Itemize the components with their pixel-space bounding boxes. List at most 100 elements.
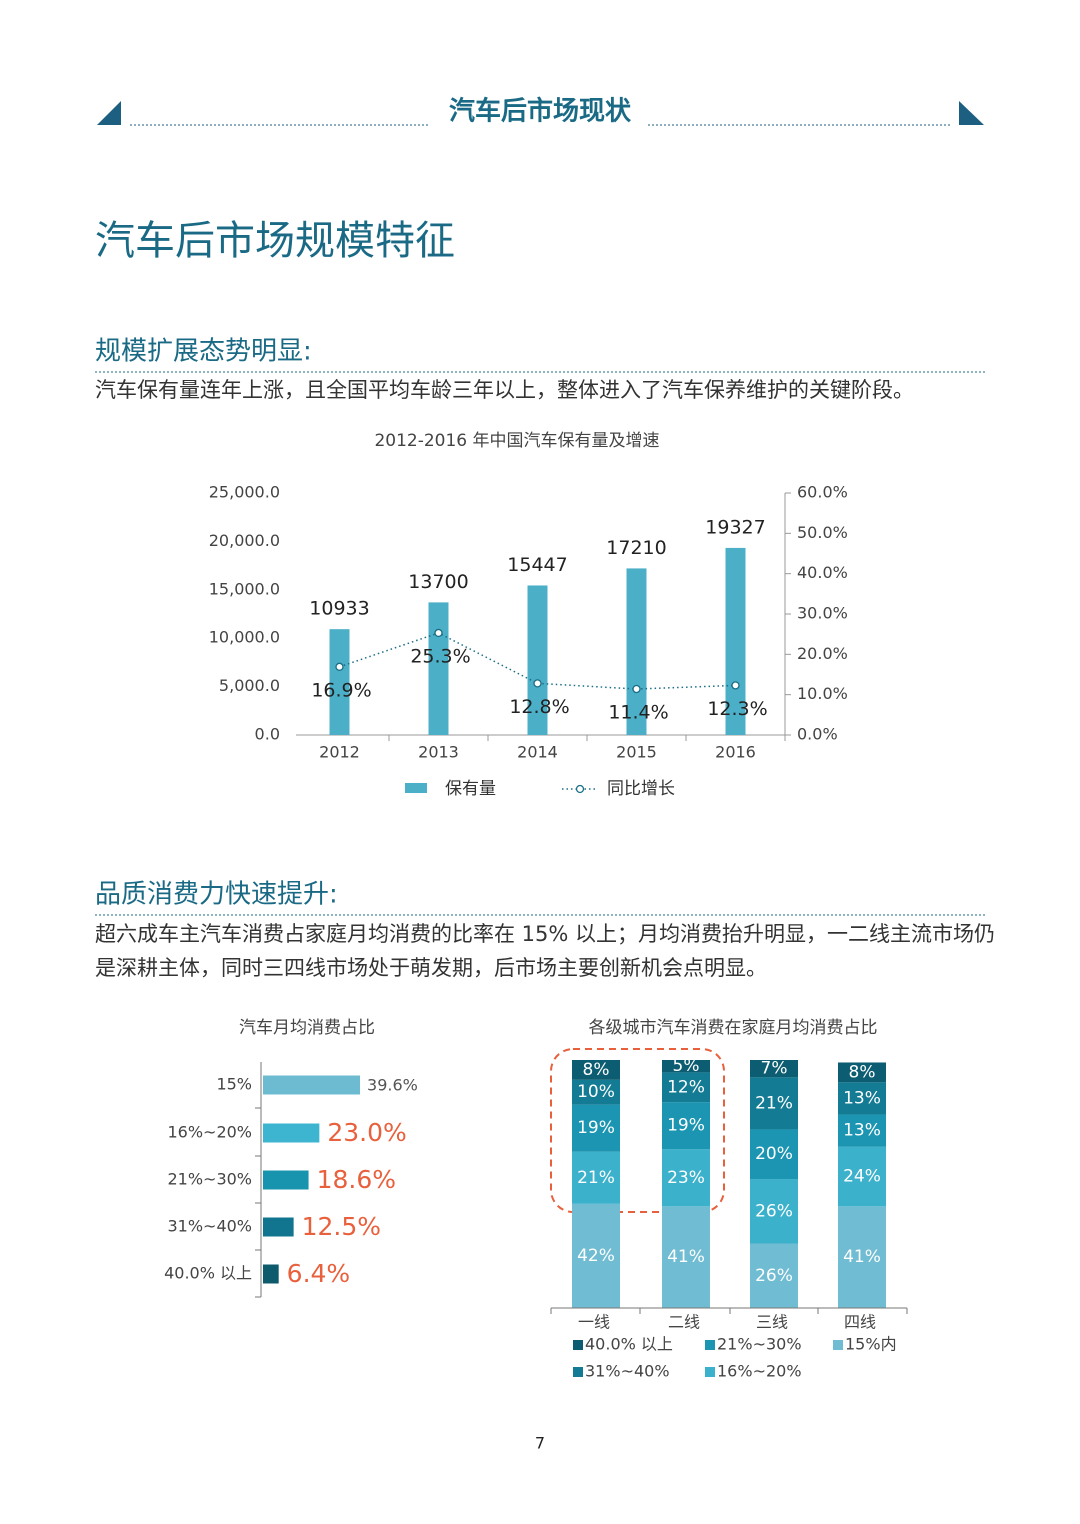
x-tick-label: 2015: [616, 743, 657, 762]
legend-swatch: [573, 1340, 583, 1350]
line-marker: [434, 628, 443, 638]
bar: [263, 1217, 294, 1237]
legend-label: 16%~20%: [717, 1362, 802, 1381]
category-label: 15%: [216, 1075, 252, 1094]
y2-tick-label: 0.0%: [797, 725, 838, 744]
highlight-box: [550, 1048, 725, 1213]
legend-label: 40.0% 以上: [585, 1335, 673, 1354]
bar: [263, 1264, 279, 1284]
y2-tick-label: 40.0%: [797, 563, 848, 582]
bar-segment: [838, 1206, 886, 1308]
page-number: 7: [535, 1434, 545, 1453]
bar: [725, 547, 746, 735]
x-tick-label: 四线: [844, 1313, 876, 1332]
line-marker: [632, 684, 641, 694]
y-tick-label: 5,000.0: [219, 676, 280, 695]
y2-tick-label: 30.0%: [797, 604, 848, 623]
x-tick-label: 三线: [756, 1313, 788, 1332]
bar: [263, 1075, 361, 1095]
chart-title: 2012-2016 年中国汽车保有量及增速: [374, 431, 659, 451]
y2-tick-label: 60.0%: [797, 483, 848, 502]
line-value-label: 12.3%: [707, 698, 767, 720]
page-title: 汽车后市场规模特征: [95, 218, 455, 264]
bar: [329, 629, 350, 735]
chart-title: 汽车月均消费占比: [239, 1018, 375, 1038]
paragraph: 超六成车主汽车消费占家庭月均消费的比率在 15% 以上；月均消费抬升明显，一二线…: [95, 922, 996, 980]
segment-label: 8%: [583, 1060, 610, 1080]
line: [339, 632, 736, 690]
legend-marker: [575, 784, 585, 794]
bar-value-label: 15447: [507, 554, 567, 576]
header-triangle: [959, 101, 984, 125]
section-heading: 品质消费力快速提升:: [95, 880, 338, 910]
segment-label: 24%: [843, 1167, 881, 1187]
bar: [428, 602, 449, 735]
legend-label: 同比增长: [607, 779, 675, 799]
bar-segment: [750, 1129, 798, 1180]
bar-segment: [750, 1179, 798, 1244]
bar-value-label: 17210: [606, 537, 666, 559]
bar-segment: [572, 1151, 620, 1204]
x-tick-label: 2013: [418, 743, 459, 762]
paragraph: 汽车保有量连年上涨，且全国平均车龄三年以上，整体进入了汽车保养维护的关键阶段。: [95, 378, 914, 402]
bar-segment: [662, 1072, 710, 1103]
legend-label: 保有量: [445, 779, 496, 799]
line-value-label: 11.4%: [608, 702, 668, 724]
category-label: 40.0% 以上: [164, 1264, 252, 1283]
legend-swatch: [573, 1367, 583, 1377]
bar: [527, 585, 548, 735]
bar-segment: [662, 1102, 710, 1150]
bar-segment: [572, 1104, 620, 1152]
bar-value-label: 13700: [408, 571, 468, 593]
bar: [263, 1170, 309, 1190]
segment-label: 19%: [577, 1118, 615, 1138]
legend-label: 15%内: [845, 1335, 897, 1354]
bar-segment: [838, 1082, 886, 1115]
bar-value-label: 12.5%: [302, 1212, 381, 1241]
line-marker: [533, 679, 542, 688]
bar-segment: [572, 1079, 620, 1105]
bar-value-label: 19327: [705, 516, 765, 538]
x-tick-label: 2016: [715, 743, 756, 762]
bar-value-label: 10933: [309, 598, 369, 620]
bar-value-label: 23.0%: [327, 1118, 406, 1147]
legend-swatch: [833, 1340, 843, 1350]
chart-title: 各级城市汽车消费在家庭月均消费占比: [589, 1018, 878, 1038]
y-tick-label: 15,000.0: [209, 579, 280, 598]
legend-swatch: [705, 1340, 715, 1350]
header-triangle: [97, 101, 121, 125]
bar-segment: [838, 1114, 886, 1147]
segment-label: 8%: [849, 1062, 876, 1082]
bar-segment: [572, 1203, 620, 1308]
bar-segment: [750, 1077, 798, 1130]
segment-label: 26%: [755, 1201, 793, 1221]
legend-swatch: [705, 1367, 715, 1377]
segment-label: 12%: [667, 1077, 705, 1097]
section-heading: 规模扩展态势明显:: [95, 337, 312, 367]
legend-label: 21%~30%: [717, 1335, 802, 1354]
category-label: 16%~20%: [167, 1123, 252, 1142]
legend-label: 31%~40%: [585, 1362, 670, 1381]
y-tick-label: 10,000.0: [209, 628, 280, 647]
line-marker: [731, 681, 740, 690]
bar-segment: [662, 1060, 710, 1073]
bar-segment: [662, 1149, 710, 1207]
segment-label: 26%: [755, 1266, 793, 1286]
y-tick-label: 0.0: [255, 725, 280, 744]
segment-label: 42%: [577, 1246, 615, 1266]
bar-value-label: 18.6%: [317, 1165, 396, 1194]
segment-label: 7%: [761, 1059, 788, 1079]
line-value-label: 12.8%: [509, 696, 569, 718]
segment-label: 41%: [667, 1247, 705, 1267]
segment-label: 21%: [577, 1168, 615, 1188]
segment-label: 10%: [577, 1082, 615, 1102]
segment-label: 13%: [843, 1088, 881, 1108]
x-tick-label: 一线: [578, 1313, 610, 1332]
y-tick-label: 20,000.0: [209, 531, 280, 550]
x-tick-label: 2012: [319, 743, 360, 762]
bar-segment: [572, 1060, 620, 1080]
line-value-label: 25.3%: [410, 645, 470, 667]
segment-label: 41%: [843, 1247, 881, 1267]
bar-segment: [838, 1146, 886, 1207]
